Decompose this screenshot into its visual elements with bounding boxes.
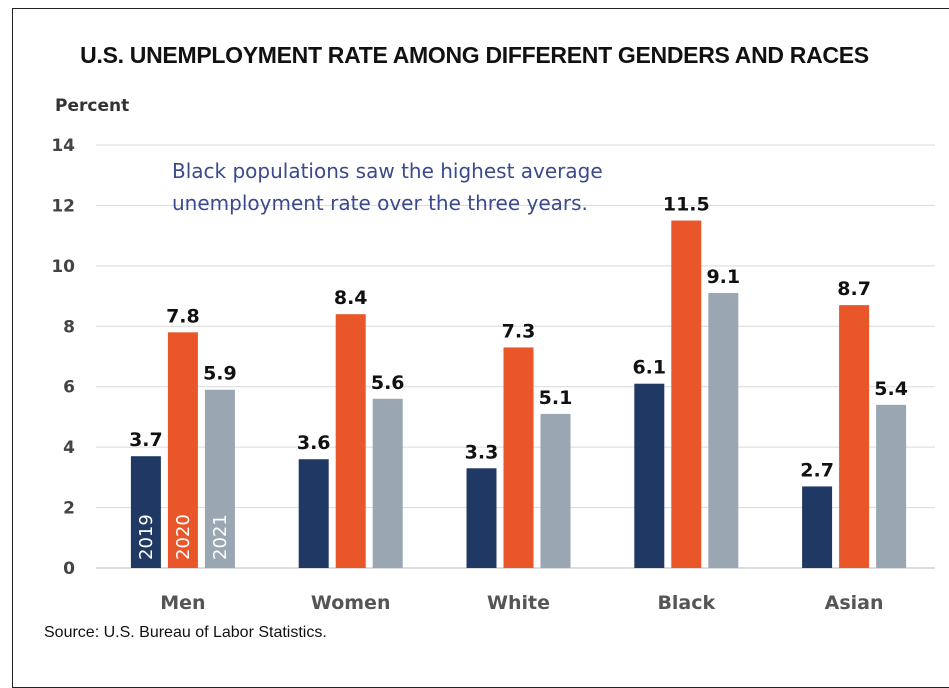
data-label-men-2019: 3.7 bbox=[129, 429, 163, 451]
y-tick-label: 0 bbox=[63, 559, 75, 579]
data-label-black-2020: 11.5 bbox=[663, 194, 710, 216]
y-tick-label: 4 bbox=[63, 438, 75, 458]
y-axis-label: Percent bbox=[55, 96, 129, 116]
data-label-white-2020: 7.3 bbox=[502, 320, 536, 342]
bar-chart: 0 2 4 6 8 10 12 14 3.7 7.8 5.9 3.6 8.4 5.6 3.3 7.3 5.1 6… bbox=[51, 96, 935, 614]
bar-men-2021 bbox=[204, 389, 235, 568]
data-label-white-2021: 5.1 bbox=[539, 387, 573, 409]
bar-white-2020 bbox=[503, 347, 534, 568]
y-tick-label: 14 bbox=[51, 136, 75, 156]
bar-black-2020 bbox=[671, 220, 702, 569]
series-label-2021: 2021 bbox=[210, 514, 231, 560]
series-label-2020: 2020 bbox=[173, 514, 194, 560]
y-tick-labels: 0 2 4 6 8 10 12 14 bbox=[51, 136, 75, 579]
in-bar-series-labels: 2019 2020 2021 bbox=[136, 514, 231, 560]
data-label-women-2019: 3.6 bbox=[297, 432, 331, 454]
y-tick-label: 10 bbox=[51, 257, 75, 277]
bar-women-2020 bbox=[335, 314, 366, 568]
bar-men-2020 bbox=[167, 332, 198, 568]
data-label-men-2020: 7.8 bbox=[166, 305, 200, 327]
annotation-line-1: Black populations saw the highest averag… bbox=[172, 159, 603, 183]
bar-asian-2020 bbox=[839, 305, 870, 568]
y-tick-label: 2 bbox=[63, 499, 75, 519]
bar-white-2021 bbox=[540, 413, 571, 568]
category-label-white: White bbox=[487, 592, 550, 614]
annotation-line-2: unemployment rate over the three years. bbox=[172, 191, 588, 215]
bars bbox=[130, 220, 907, 569]
y-tick-label: 8 bbox=[63, 317, 75, 337]
bar-white-2019 bbox=[466, 468, 497, 568]
data-label-white-2019: 3.3 bbox=[465, 441, 499, 463]
bar-black-2019 bbox=[634, 383, 665, 568]
category-label-black: Black bbox=[657, 592, 715, 614]
category-label-men: Men bbox=[160, 592, 205, 614]
bar-men-2019 bbox=[130, 456, 161, 568]
data-label-black-2019: 6.1 bbox=[632, 357, 666, 379]
bar-women-2019 bbox=[298, 459, 329, 568]
data-label-women-2021: 5.6 bbox=[371, 372, 405, 394]
data-label-women-2020: 8.4 bbox=[334, 287, 368, 309]
category-label-women: Women bbox=[311, 592, 391, 614]
bar-women-2021 bbox=[372, 398, 403, 568]
series-label-2019: 2019 bbox=[136, 514, 157, 560]
bar-asian-2021 bbox=[876, 404, 907, 568]
y-tick-label: 12 bbox=[51, 196, 75, 216]
data-label-black-2021: 9.1 bbox=[706, 266, 740, 288]
data-label-asian-2020: 8.7 bbox=[837, 278, 871, 300]
y-tick-label: 6 bbox=[63, 378, 75, 398]
bar-asian-2019 bbox=[802, 486, 833, 568]
chart-title: U.S. UNEMPLOYMENT RATE AMONG DIFFERENT G… bbox=[80, 42, 869, 68]
category-label-asian: Asian bbox=[825, 592, 884, 614]
data-label-asian-2019: 2.7 bbox=[800, 459, 834, 481]
data-label-men-2021: 5.9 bbox=[203, 363, 237, 385]
data-labels: 3.7 7.8 5.9 3.6 8.4 5.6 3.3 7.3 5.1 6.1 11.5 9.1 2.7… bbox=[129, 194, 908, 482]
bar-black-2021 bbox=[708, 293, 739, 568]
source-note: Source: U.S. Bureau of Labor Statistics. bbox=[44, 624, 327, 641]
category-labels: Men Women White Black Asian bbox=[160, 592, 883, 614]
data-label-asian-2021: 5.4 bbox=[874, 378, 908, 400]
